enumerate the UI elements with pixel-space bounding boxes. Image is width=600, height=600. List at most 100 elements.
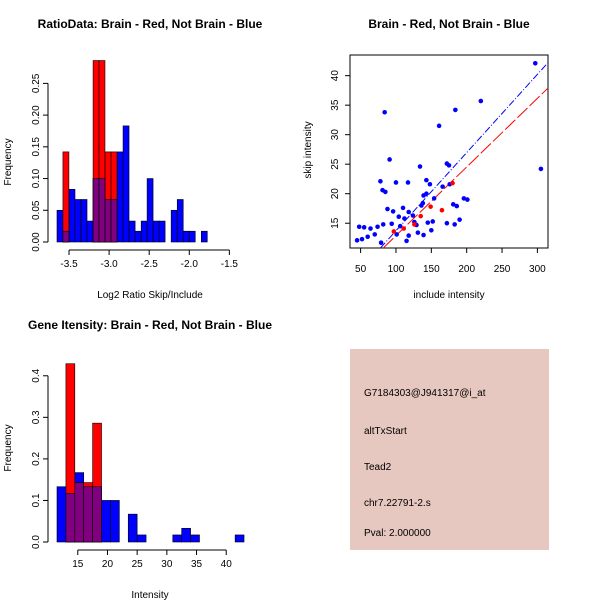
scatter-y-tick-label-2: 25 xyxy=(330,158,341,170)
not-brain-point-42 xyxy=(356,224,362,230)
not-brain-point-34 xyxy=(402,216,407,221)
intensity-bars xyxy=(56,363,245,543)
ratio-y-tick-label-1: 0.05 xyxy=(31,200,42,220)
not-brain-point-24 xyxy=(385,206,390,212)
intensity-ylabel: Frequency xyxy=(3,424,14,471)
ratio-x-tick-label-2: -2.5 xyxy=(141,259,159,270)
ratio-y-tick-label-0: 0.00 xyxy=(31,232,42,252)
not-brain-fit-line xyxy=(380,62,549,249)
not-brain-point-22 xyxy=(461,196,467,201)
locus-id: chr7.22791-2.s xyxy=(364,498,431,509)
scatter-x-tick-label-4: 250 xyxy=(494,264,511,275)
not-brain-point-25 xyxy=(390,209,396,214)
scatter-y-tick-label-0: 15 xyxy=(330,217,341,229)
not-brain-point-13 xyxy=(393,180,399,185)
event-type: altTxStart xyxy=(364,426,407,437)
intensity-x-tick-label-1: 20 xyxy=(102,559,114,570)
not-brain-point-1 xyxy=(478,98,484,104)
intensity-xlabel: Intensity xyxy=(131,590,168,600)
ratio-title: RatioData: Brain - Red, Not Brain - Blue xyxy=(38,17,263,31)
scatter-y-tick-label-4: 35 xyxy=(330,99,341,111)
gene-name: Tead2 xyxy=(364,462,392,473)
scatter-title: Brain - Red, Not Brain - Blue xyxy=(368,17,530,31)
not-brain-point-31 xyxy=(454,203,460,209)
intensity-histogram: Gene Itensity: Brain - Red, Not Brain - … xyxy=(3,318,272,600)
brain-point-3 xyxy=(418,213,424,219)
ratio-x-tick-label-0: -3.5 xyxy=(60,259,78,270)
intensity-title: Gene Itensity: Brain - Red, Not Brain - … xyxy=(28,318,272,332)
intensity-y-tick-label-4: 0.4 xyxy=(31,368,42,382)
not-brain-point-44 xyxy=(368,226,373,231)
intensity-y-tick-label-3: 0.3 xyxy=(31,410,42,424)
scatter-regression-lines xyxy=(380,62,549,249)
not-brain-point-33 xyxy=(396,214,402,220)
brain-point-4 xyxy=(428,204,433,209)
not-brain-point-52 xyxy=(421,232,426,238)
ratio-blue-bar-19 xyxy=(170,209,178,243)
brain-point-2 xyxy=(412,222,417,227)
not-brain-point-21 xyxy=(431,196,437,201)
not-brain-point-51 xyxy=(406,233,411,238)
not-brain-point-39 xyxy=(444,220,450,226)
brain-fit-line xyxy=(382,87,549,249)
not-brain-point-50 xyxy=(394,232,399,237)
ratio-axes: -3.5 -3.0 -2.5 -2.0 -1.5 0.00 0.05 0.10 0.15 0.20… xyxy=(31,73,238,270)
intensity-y-tick-label-1: 0.1 xyxy=(31,493,42,507)
not-brain-point-9 xyxy=(446,163,452,168)
not-brain-point-40 xyxy=(452,222,457,227)
intensity-blue-bar-20 xyxy=(234,534,245,543)
not-brain-point-20 xyxy=(424,191,429,197)
ratio-xlabel: Log2 Ratio Skip/Include xyxy=(97,290,203,301)
ratio-blue-bar-12 xyxy=(128,220,136,243)
ratio-bars xyxy=(56,60,208,243)
ratio-overlap-bar-2 xyxy=(98,178,106,243)
ratio-blue-bar-4 xyxy=(80,199,88,243)
intensity-x-tick-label-3: 30 xyxy=(161,559,173,570)
ratio-ylabel: Frequency xyxy=(3,138,14,185)
ratio-overlap-bar-3 xyxy=(104,199,112,243)
not-brain-point-26 xyxy=(400,205,406,211)
ratio-blue-bar-17 xyxy=(158,220,166,243)
scatter-y-tick-label-1: 20 xyxy=(330,188,341,200)
scatter-points xyxy=(354,60,544,245)
ratio-blue-bar-3 xyxy=(74,199,82,243)
ratio-y-tick-label-3: 0.15 xyxy=(31,137,42,157)
not-brain-point-37 xyxy=(425,220,431,225)
ratio-x-tick-label-4: -1.5 xyxy=(221,259,239,270)
intensity-y-tick-label-0: 0.0 xyxy=(31,535,42,549)
not-brain-point-45 xyxy=(375,224,380,230)
ratio-red-bar-0 xyxy=(62,151,70,243)
ratio-y-tick-label-5: 0.25 xyxy=(31,73,42,93)
pval-label: Pval: 2.000000 xyxy=(364,528,431,539)
scatter-x-tick-label-3: 200 xyxy=(458,264,475,275)
intensity-x-tick-label-5: 40 xyxy=(221,559,233,570)
not-brain-point-54 xyxy=(378,240,384,245)
intensity-blue-bar-13 xyxy=(172,534,182,543)
ratio-blue-bar-23 xyxy=(201,230,208,243)
ratio-y-tick-label-2: 0.10 xyxy=(31,168,42,188)
not-brain-point-47 xyxy=(389,221,395,227)
ratio-blue-bar-5 xyxy=(86,220,94,243)
intensity-blue-bar-9 xyxy=(136,534,147,543)
intensity-y-tick-label-2: 0.2 xyxy=(31,452,42,466)
ratio-blue-bar-15 xyxy=(146,178,154,243)
not-brain-point-10 xyxy=(378,179,383,184)
intensity-x-tick-label-2: 25 xyxy=(132,559,144,570)
intensity-blue-bar-5 xyxy=(101,500,111,543)
intensity-overlap-bar-3 xyxy=(92,486,102,543)
intensity-blue-bar-15 xyxy=(190,534,200,543)
not-brain-point-56 xyxy=(359,236,365,242)
not-brain-point-6 xyxy=(387,157,392,162)
not-brain-point-41 xyxy=(457,217,462,222)
ratio-blue-bar-16 xyxy=(152,220,160,243)
not-brain-point-38 xyxy=(430,219,436,224)
ratio-overlap-bar-0 xyxy=(62,230,70,243)
ratio-x-tick-label-1: -3.0 xyxy=(100,259,118,270)
ratio-blue-bar-2 xyxy=(68,189,76,243)
scatter-axes: 50 100 150 200 250 300 15 20 25 30 35 40 xyxy=(330,70,546,275)
info-panel-background xyxy=(350,349,549,550)
intensity-blue-bar-8 xyxy=(127,513,138,543)
not-brain-point-58 xyxy=(429,227,434,233)
intensity-overlap-bar-1 xyxy=(74,482,85,543)
not-brain-point-53 xyxy=(372,232,378,237)
